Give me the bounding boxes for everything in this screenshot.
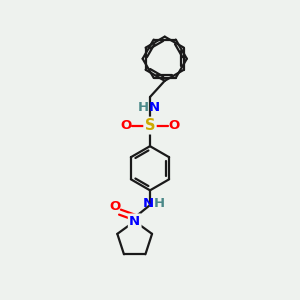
Text: N: N	[143, 197, 154, 210]
Text: N: N	[148, 101, 159, 114]
Text: O: O	[109, 200, 120, 213]
Text: H: H	[154, 197, 165, 210]
Text: O: O	[121, 119, 132, 132]
Text: N: N	[129, 215, 140, 228]
Text: H: H	[138, 101, 149, 114]
Text: S: S	[145, 118, 155, 133]
Text: O: O	[168, 119, 179, 132]
